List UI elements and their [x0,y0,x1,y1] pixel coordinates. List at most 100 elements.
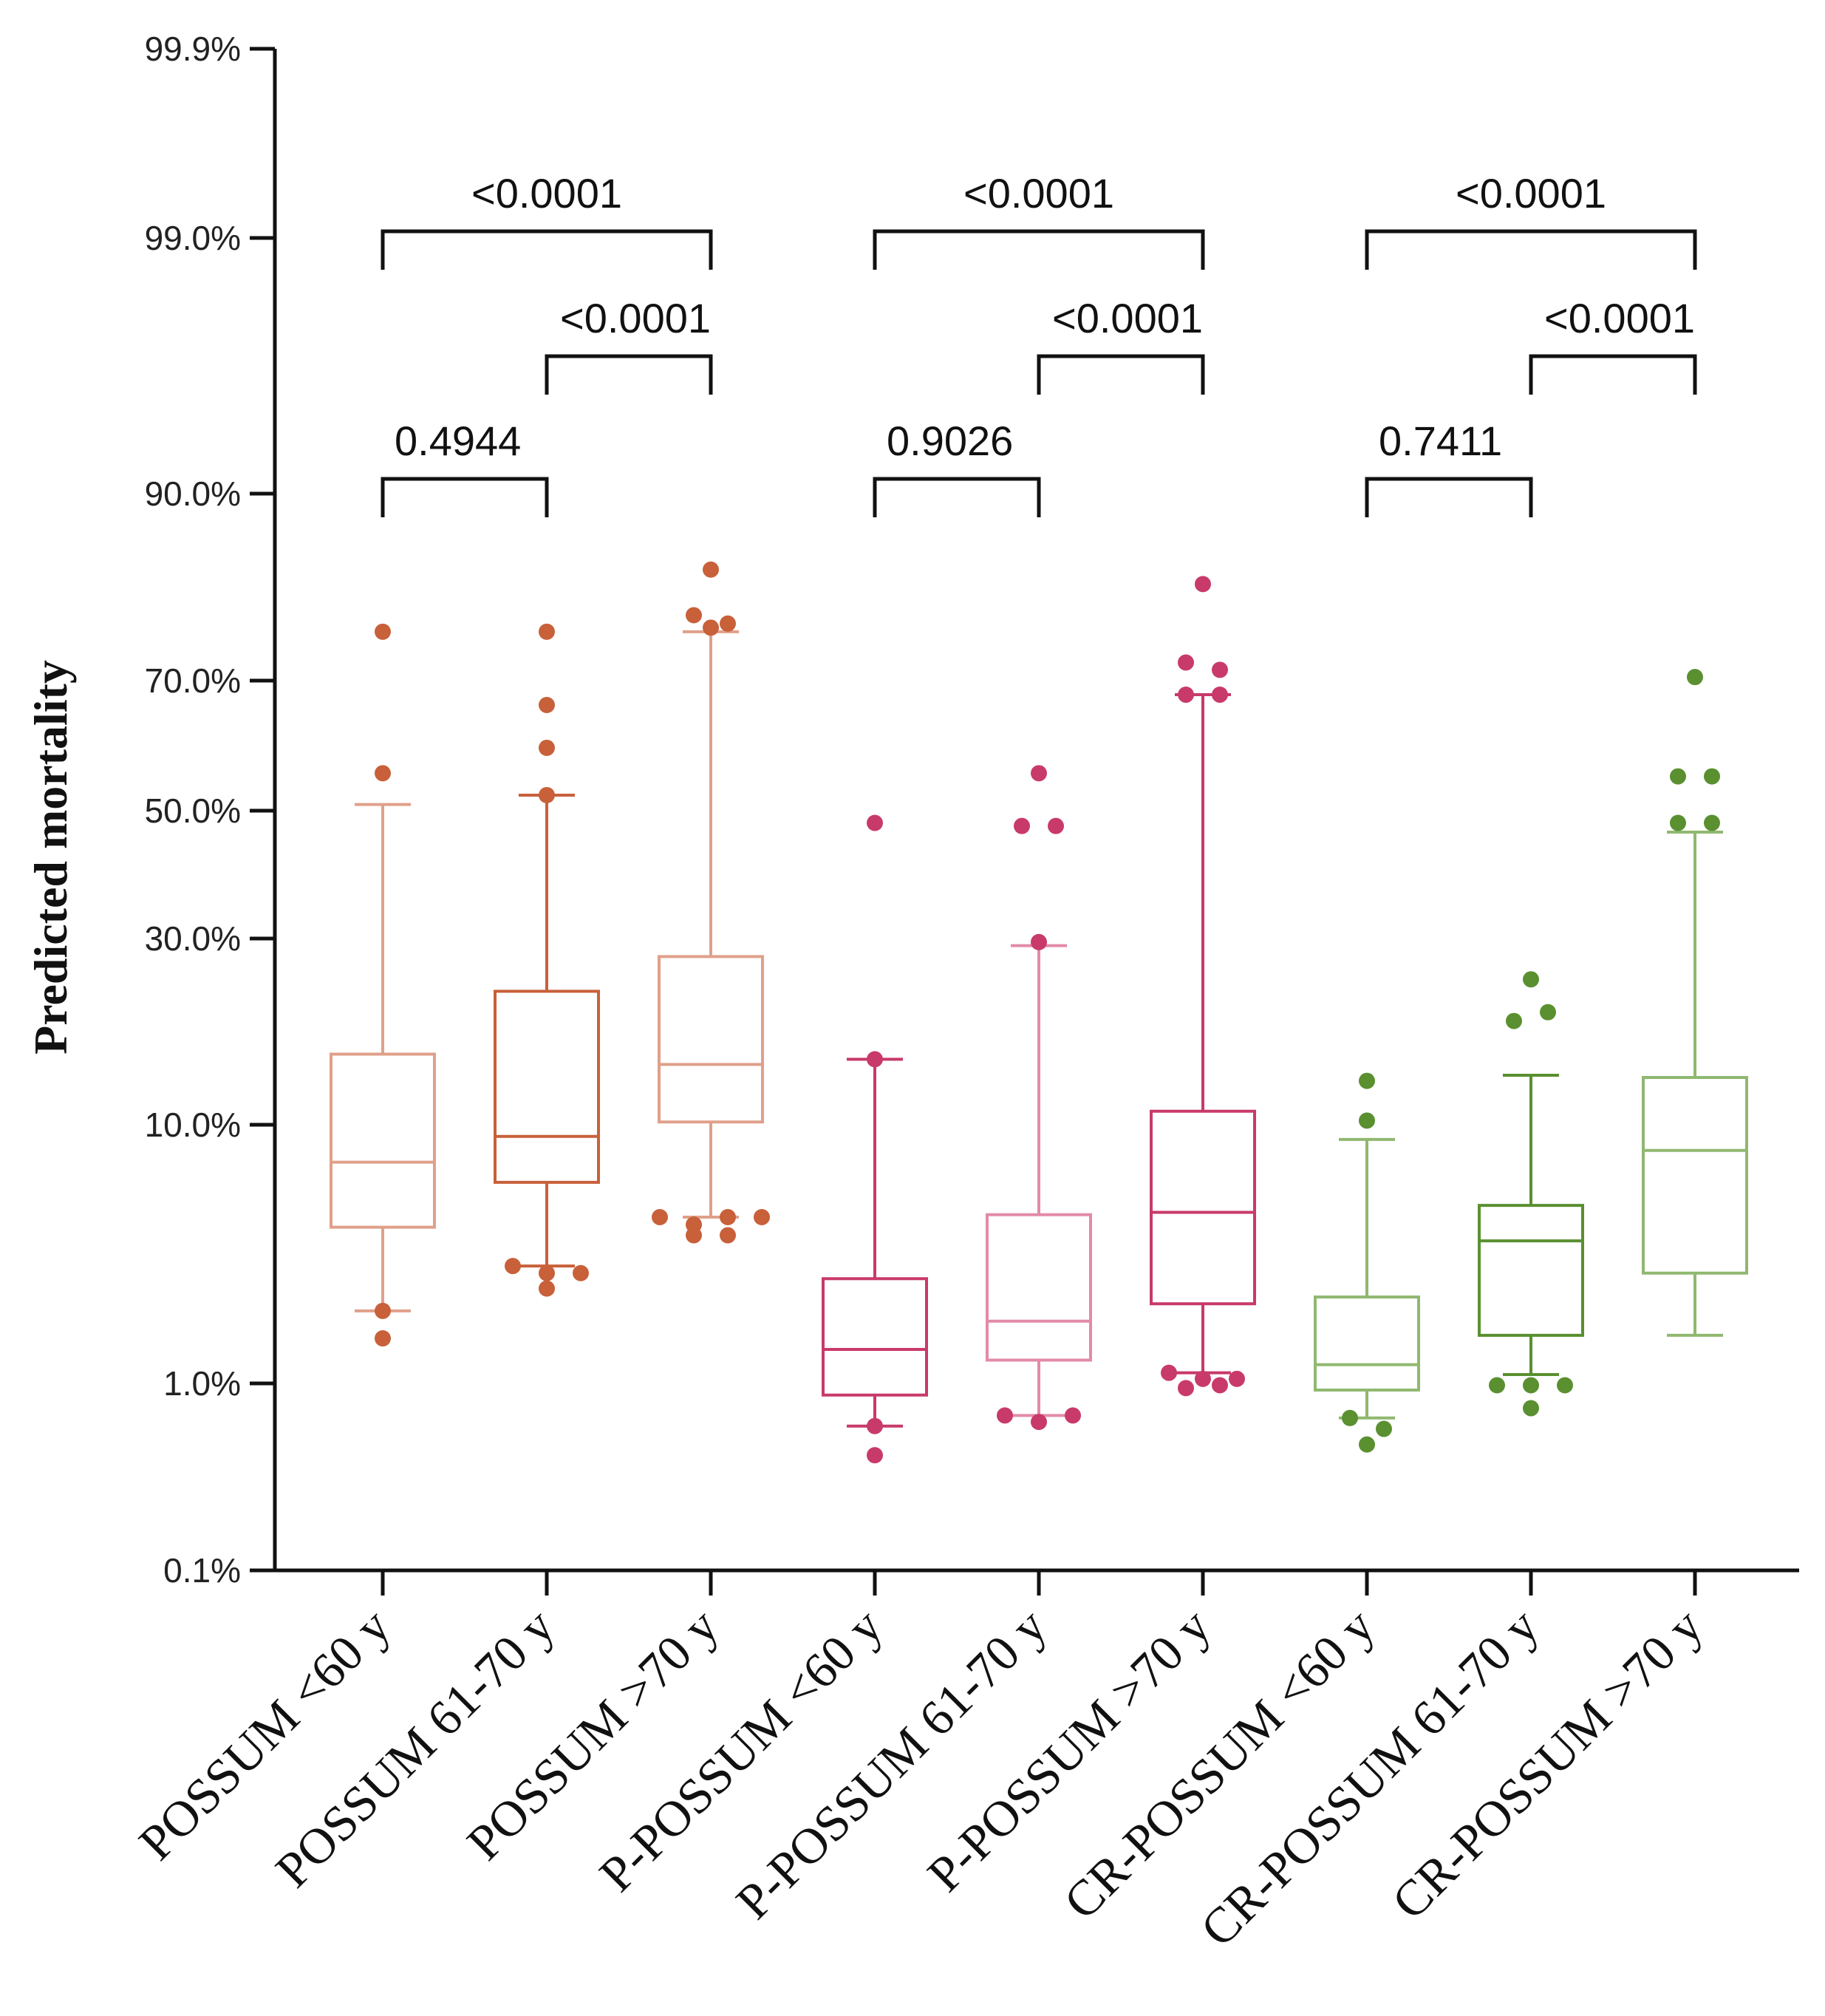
x-category-label: P-POSSUM >70 y [916,1598,1221,1902]
x-category-label: P-POSSUM <60 y [588,1598,893,1902]
iqr-box [1314,1295,1420,1392]
box-group [652,561,770,1244]
iqr-box [330,1052,436,1229]
significance-bracket: <0.0001 [1365,170,1697,270]
x-category-label: POSSUM 61-70 y [265,1598,564,1898]
outlier-point [1540,1004,1556,1021]
outlier-point [1229,1370,1245,1387]
significance-bracket: 0.7411 [1365,418,1533,517]
outlier-point [375,765,391,782]
y-tick-label: 99.9% [145,30,241,68]
y-tick-label: 99.0% [145,219,241,257]
outlier-point [1557,1377,1573,1394]
outlier-point [1506,1012,1522,1029]
box-group [986,765,1092,1431]
box-series [330,561,1748,1464]
p-value-label: <0.0001 [471,170,622,217]
outlier-point [1212,1377,1228,1394]
outlier-point [867,1051,883,1068]
outlier-point [1670,768,1686,785]
y-axis-ticks: 99.9% 99.0% 90.0% 70.0% 50.0% 30.0% 10.0% 1.0% 0… [145,30,275,1590]
outlier-point [1178,654,1194,671]
significance-bracket: <0.0001 [381,170,713,270]
box-group [330,623,436,1347]
outlier-point [539,786,555,803]
p-value-label: <0.0001 [1456,170,1606,217]
iqr-box [1642,1076,1748,1275]
outlier-point [1359,1072,1375,1089]
iqr-box [822,1277,928,1397]
outlier-point [686,607,702,624]
outlier-point [375,623,391,640]
outlier-point [1195,576,1211,593]
y-axis-title-text: Predicted mortality [24,660,77,1055]
outlier-point [1523,1377,1539,1394]
outlier-point [539,739,555,756]
y-axis-title: Predicted mortality [24,660,77,1055]
outlier-point [539,1264,555,1281]
significance-bracket: <0.0001 [545,295,713,395]
y-tick-label: 10.0% [145,1106,241,1144]
bracket-line [545,354,713,395]
p-value-label: 0.4944 [395,418,521,464]
outlier-point [375,1330,391,1347]
outlier-point [1359,1436,1375,1453]
outlier-point [1048,817,1064,834]
significance-bracket: <0.0001 [873,170,1205,270]
outlier-point [867,814,883,831]
bracket-line [381,477,549,517]
box-group [1314,1072,1420,1453]
outlier-point [573,1264,589,1281]
bracket-line [873,477,1041,517]
outlier-point [1523,1400,1539,1417]
outlier-point [1065,1407,1081,1424]
outlier-point [1376,1420,1392,1437]
y-tick-label: 50.0% [145,791,241,830]
outlier-point [1212,687,1228,704]
y-tick-label: 1.0% [163,1364,241,1403]
box-group [822,814,928,1464]
outlier-point [1031,933,1047,950]
outlier-point [1014,817,1030,834]
outlier-point [1704,768,1720,785]
outlier-point [703,561,719,578]
bracket-line [1365,477,1533,517]
outlier-point [1161,1364,1177,1381]
p-value-label: <0.0001 [560,295,711,341]
bracket-line [1529,354,1697,395]
p-value-label: <0.0001 [1544,295,1695,341]
y-tick-label: 70.0% [145,661,241,700]
outlier-point [539,1280,555,1297]
outlier-point [1342,1409,1358,1426]
outlier-point [703,619,719,636]
x-category-label: CR-POSSUM >70 y [1381,1598,1713,1930]
outlier-point [652,1208,668,1225]
y-tick-label: 90.0% [145,474,241,513]
outlier-point [539,623,555,640]
significance-bracket: 0.4944 [381,418,549,517]
outlier-point [1178,687,1194,704]
iqr-box [1478,1204,1584,1337]
x-category-label: CR-POSSUM <60 y [1053,1598,1385,1930]
bracket-line [381,229,713,270]
significance-brackets: <0.0001 <0.0001 0.4944 <0.0001 <0.0001 0.9026… [381,170,1697,517]
outlier-point [997,1407,1013,1424]
outlier-point [720,1208,736,1225]
outlier-point [1687,669,1703,686]
significance-bracket: <0.0001 [1037,295,1205,395]
outlier-point [539,696,555,713]
y-tick-label: 30.0% [145,919,241,958]
bracket-line [1365,229,1697,270]
outlier-point [1212,661,1228,678]
outlier-point [1031,1414,1047,1431]
axes [273,49,1799,1573]
significance-bracket: <0.0001 [1529,295,1697,395]
box-group [494,623,600,1297]
iqr-box [494,990,600,1184]
significance-bracket: 0.9026 [873,418,1041,517]
outlier-point [686,1227,702,1244]
bracket-line [1037,354,1205,395]
y-tick-label: 0.1% [163,1551,241,1590]
